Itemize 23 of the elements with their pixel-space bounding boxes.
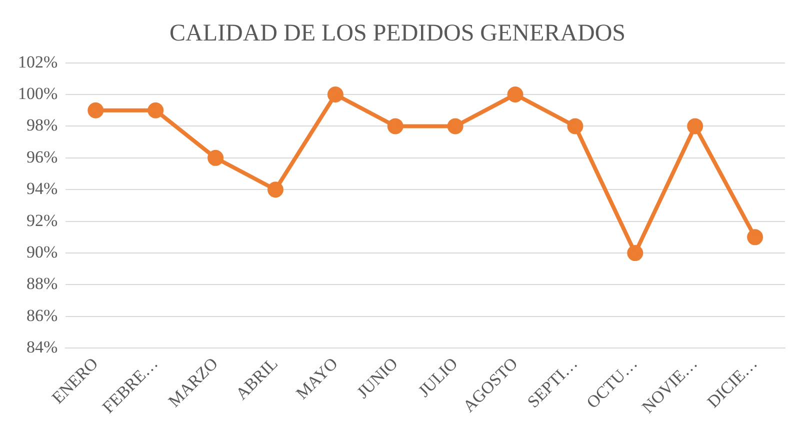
y-tick-label: 94% (26, 179, 58, 198)
point (267, 182, 284, 198)
point (148, 102, 164, 118)
point (747, 229, 764, 246)
y-tick-label: 86% (26, 306, 58, 325)
point (507, 86, 524, 103)
y-tick-label: 92% (26, 210, 58, 230)
y-tick-label: 100% (18, 84, 58, 103)
point (687, 118, 704, 134)
point (88, 102, 104, 118)
y-tick-label: 96% (26, 147, 58, 166)
chart-title: CALIDAD DE LOS PEDIDOS GENERADOS (170, 20, 626, 47)
point (327, 86, 344, 103)
y-tick-label: 84% (26, 338, 58, 357)
y-tick-label: 90% (26, 242, 58, 262)
y-tick-label: 98% (26, 116, 58, 135)
point (447, 118, 464, 134)
point (567, 118, 584, 134)
point (208, 150, 224, 166)
y-tick-label: 88% (26, 274, 58, 294)
point (387, 118, 404, 134)
y-tick-label: 102% (18, 52, 58, 72)
point (627, 245, 644, 262)
